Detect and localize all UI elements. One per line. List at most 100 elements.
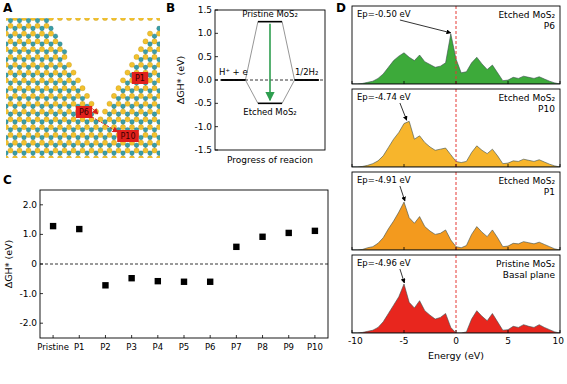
atom-mo xyxy=(13,57,18,62)
x-label: Energy (eV) xyxy=(428,350,484,361)
atom-mo xyxy=(157,104,160,109)
x-tick xyxy=(456,164,457,167)
atom-s xyxy=(156,18,160,21)
reference-line xyxy=(456,255,457,333)
atom-s xyxy=(21,140,26,145)
atom-mo xyxy=(40,73,45,78)
atom-mo xyxy=(49,151,54,156)
atom-s xyxy=(84,93,89,98)
atom-s xyxy=(120,109,125,114)
atom-s xyxy=(143,86,148,91)
atom-s xyxy=(138,93,143,98)
atom-mo xyxy=(40,57,45,62)
atom-mo xyxy=(80,143,85,148)
atom-s xyxy=(111,140,116,145)
atom-s xyxy=(21,93,26,98)
atom-mo xyxy=(8,49,13,54)
atom-mo xyxy=(6,151,8,156)
atom-s xyxy=(62,86,67,91)
x-tick-label: P6 xyxy=(205,342,216,352)
atom-mo xyxy=(121,120,126,125)
x-tick xyxy=(236,335,237,338)
atom-mo xyxy=(157,120,160,125)
atom-mo xyxy=(49,26,54,31)
atom-mo xyxy=(49,120,54,125)
atom-mo xyxy=(80,127,85,132)
atom-s xyxy=(134,86,139,91)
atom-mo xyxy=(53,143,58,148)
atom-s xyxy=(39,31,44,36)
x-tick xyxy=(560,164,561,167)
atom-s xyxy=(80,132,85,137)
atom-mo xyxy=(85,120,90,125)
x-tick-label: -10 xyxy=(348,336,363,346)
atom-mo xyxy=(76,135,81,140)
atom-s xyxy=(75,93,80,98)
atom-mo xyxy=(17,143,22,148)
atom-mo xyxy=(40,120,45,125)
atom-s xyxy=(107,101,112,106)
atom-s xyxy=(84,156,89,158)
atom-s xyxy=(57,140,62,145)
atom-s xyxy=(71,86,76,91)
atom-mo xyxy=(67,120,72,125)
atom-s xyxy=(111,93,116,98)
atom-mo xyxy=(53,49,58,54)
atom-s xyxy=(134,101,139,106)
atom-s xyxy=(8,70,13,75)
atom-mo xyxy=(121,151,126,156)
atom-s xyxy=(156,109,160,114)
atom-s xyxy=(156,93,160,98)
atom-s xyxy=(89,148,94,153)
atom-s xyxy=(75,78,80,83)
atom-mo xyxy=(107,143,112,148)
x-tick-label: -5 xyxy=(400,336,409,346)
y-tick xyxy=(215,150,218,151)
atom-mo xyxy=(8,34,13,39)
atom-s xyxy=(62,54,67,59)
atom-s xyxy=(57,62,62,67)
atom-s xyxy=(66,140,71,145)
atom-mo xyxy=(22,26,27,31)
atom-mo xyxy=(53,96,58,101)
atom-s xyxy=(21,156,26,158)
atom-s xyxy=(143,117,148,122)
atom-mo xyxy=(8,127,13,132)
atom-s xyxy=(120,18,125,21)
x-tick xyxy=(456,330,457,333)
atom-mo xyxy=(35,81,40,86)
atom-s xyxy=(84,18,89,21)
x-tick xyxy=(53,335,54,338)
panel-title: Etched MoS₂ xyxy=(498,10,555,20)
atom-s xyxy=(62,148,67,153)
atom-s xyxy=(80,101,85,106)
atom-mo xyxy=(139,88,144,93)
atom-mo xyxy=(17,127,22,132)
atom-s xyxy=(12,62,17,67)
x-tick xyxy=(404,247,405,250)
point xyxy=(102,282,108,288)
atom-s xyxy=(143,132,148,137)
energy-level xyxy=(295,79,319,81)
atom-mo xyxy=(148,135,153,140)
reference-line xyxy=(456,89,457,167)
atom-mo xyxy=(62,96,67,101)
atom-s xyxy=(147,93,152,98)
atom-mo xyxy=(143,127,148,132)
atom-mo xyxy=(139,151,144,156)
x-tick xyxy=(157,335,158,338)
atom-s xyxy=(35,148,40,153)
y-tick-label: 0.5 xyxy=(198,52,212,62)
site-label: P1 xyxy=(135,74,145,83)
atom-s xyxy=(71,148,76,153)
atom-s xyxy=(44,86,49,91)
atom-s xyxy=(12,156,17,158)
point xyxy=(155,278,161,284)
atom-mo xyxy=(152,65,157,70)
atom-s xyxy=(30,62,35,67)
atom-s xyxy=(30,47,35,52)
atom-mo xyxy=(148,151,153,156)
atom-s xyxy=(120,78,125,83)
atom-mo xyxy=(40,135,45,140)
atom-mo xyxy=(130,120,135,125)
